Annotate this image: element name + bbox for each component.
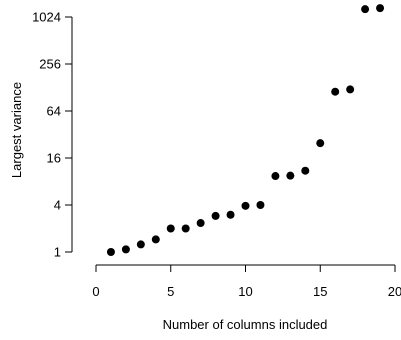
data-point bbox=[181, 224, 190, 233]
data-point bbox=[301, 166, 310, 175]
x-tick-label: 15 bbox=[313, 284, 327, 299]
y-axis: 1 4 16 64 256 1024 bbox=[32, 10, 73, 260]
data-point bbox=[361, 5, 370, 14]
data-point bbox=[166, 224, 175, 233]
x-tick-label: 20 bbox=[388, 284, 401, 299]
data-points bbox=[106, 4, 385, 256]
data-point bbox=[271, 172, 280, 181]
data-point bbox=[121, 245, 130, 254]
data-point bbox=[196, 219, 205, 228]
data-point bbox=[331, 87, 340, 96]
data-point bbox=[346, 85, 355, 94]
y-tick-label: 256 bbox=[39, 57, 61, 72]
data-point bbox=[136, 240, 145, 249]
data-point bbox=[151, 235, 160, 244]
x-axis: 0 5 10 15 20 bbox=[92, 264, 401, 299]
x-tick-label: 5 bbox=[167, 284, 174, 299]
y-tick-label: 4 bbox=[54, 198, 61, 213]
data-point bbox=[211, 211, 220, 220]
x-tick-label: 10 bbox=[238, 284, 252, 299]
data-point bbox=[376, 4, 385, 13]
data-point bbox=[106, 248, 115, 256]
y-tick-label: 64 bbox=[47, 104, 61, 119]
data-point bbox=[241, 201, 250, 210]
data-point bbox=[226, 210, 235, 219]
x-tick-label: 0 bbox=[92, 284, 99, 299]
data-point bbox=[256, 201, 265, 209]
y-tick-label: 1 bbox=[54, 245, 61, 260]
x-axis-label: Number of columns included bbox=[163, 317, 328, 332]
y-tick-label: 16 bbox=[47, 151, 61, 166]
data-point bbox=[286, 171, 295, 180]
y-tick-label: 1024 bbox=[32, 10, 61, 25]
data-point bbox=[316, 139, 325, 148]
y-axis-label: Largest variance bbox=[9, 82, 24, 178]
